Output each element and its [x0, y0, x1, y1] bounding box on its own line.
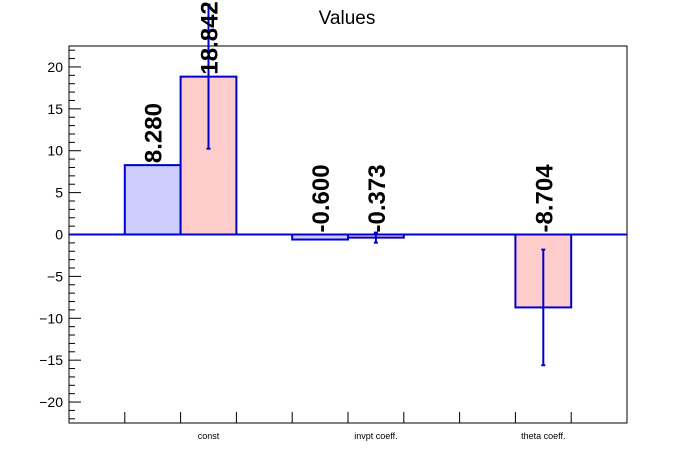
y-tick-label: −15 [39, 352, 63, 368]
y-tick-label: 5 [55, 185, 63, 201]
bar-value-label: 18.842 [197, 1, 224, 74]
bar-value-label: -8.704 [531, 164, 558, 233]
y-tick-label: −20 [39, 394, 63, 410]
y-tick-label: 20 [47, 59, 63, 75]
y-tick-label: −10 [39, 310, 63, 326]
bar-value-label: -0.373 [364, 164, 391, 232]
bar-value-label: -0.600 [308, 164, 335, 232]
y-axis: −20 −15 −10 −5 0 5 10 15 20 [39, 49, 81, 420]
x-category-label: invpt coeff. [354, 431, 397, 441]
y-tick-label: −5 [47, 268, 63, 284]
y-tick-label: 15 [47, 101, 63, 117]
bar-labels-group: 8.280 -0.600 18.842 -0.373 -8.704 [141, 1, 559, 232]
x-category-label: theta coeff. [521, 431, 565, 441]
chart-title: Values [319, 8, 376, 29]
y-tick-label: 0 [55, 227, 63, 243]
bar [123, 164, 182, 236]
x-category-label: const [198, 431, 220, 441]
bar-value-label: 8.280 [141, 103, 168, 163]
error-bars-group [206, 3, 546, 367]
x-axis: const invpt coeff. theta coeff. [124, 412, 572, 441]
y-tick-label: 10 [47, 143, 63, 159]
